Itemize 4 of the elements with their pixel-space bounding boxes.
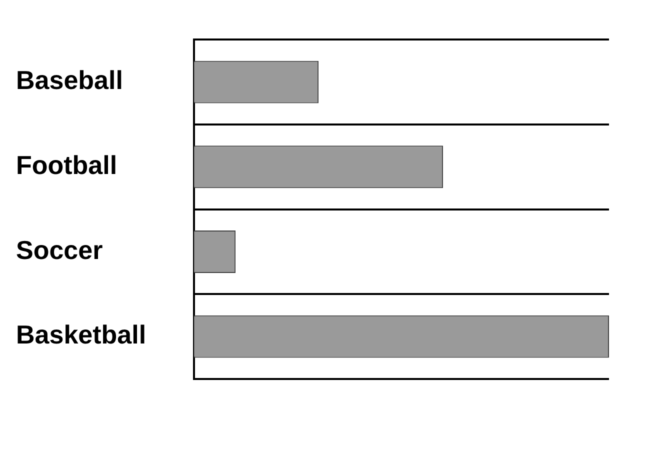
y-tick-label: Baseball — [16, 65, 123, 96]
y-tick-label: Soccer — [16, 234, 103, 265]
y-tick-label: Football — [16, 150, 118, 180]
y-tick-label: Basketball — [16, 320, 146, 350]
